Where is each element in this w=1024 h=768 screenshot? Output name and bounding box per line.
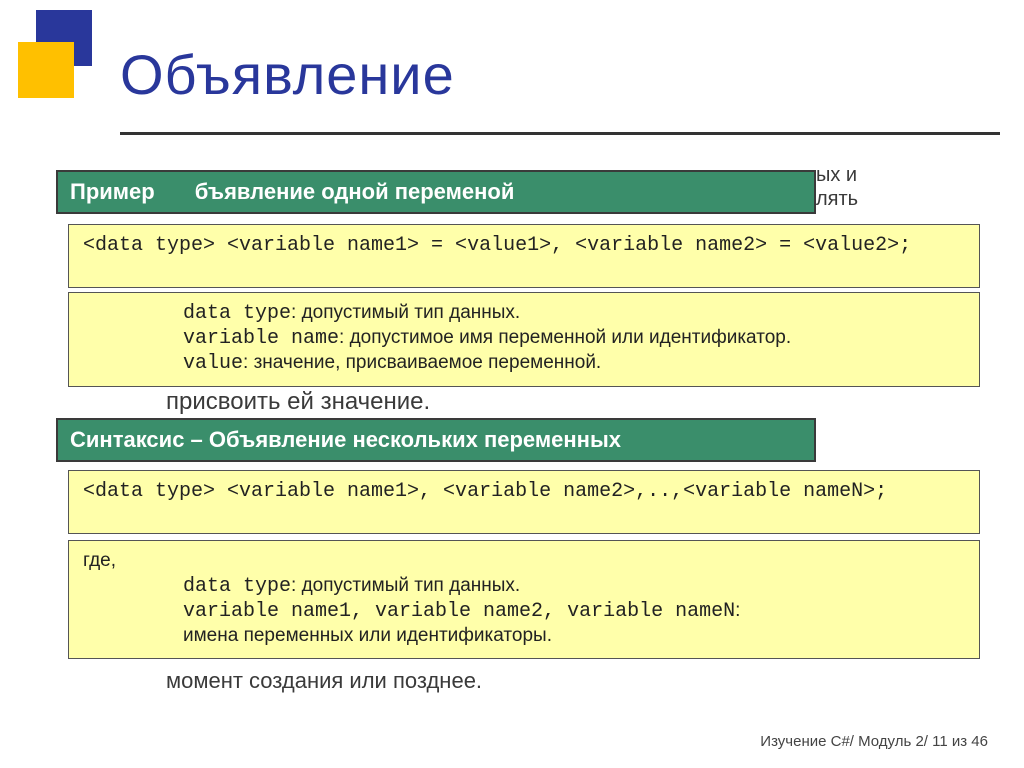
desc1-line3: value: значение, присваиваемое переменно… [83, 351, 965, 376]
desc1-l3-mono: value [183, 352, 243, 375]
slide: Объявление ых и лять Пример бъявление од… [0, 0, 1024, 768]
desc1-l2-rest: : допустимое имя переменной или идентифи… [339, 327, 791, 348]
code-box-2-text: <data type> <variable name1>, <variable … [83, 479, 965, 504]
bar1-mid: бъявление одной переменой [195, 179, 515, 205]
header-bar-example: Пример бъявление одной переменой [56, 170, 816, 214]
code-box-1: <data type> <variable name1> = <value1>,… [68, 224, 980, 288]
code-box-2: <data type> <variable name1>, <variable … [68, 470, 980, 534]
header-bar-syntax: Синтаксис – Объявление нескольких переме… [56, 418, 816, 462]
desc2-where: где, [83, 549, 965, 574]
desc1-line2: variable name: допустимое имя переменной… [83, 326, 965, 351]
ghost-mid1: присвоить ей значение. [166, 388, 430, 416]
decor-square-yellow [18, 42, 74, 98]
desc1-l2-mono: variable name [183, 327, 339, 350]
bar2-text: Синтаксис – Объявление нескольких переме… [70, 427, 621, 453]
desc1-line1: data type: допустимый тип данных. [83, 301, 965, 326]
desc2-line2: variable name1, variable name2, variable… [83, 599, 965, 624]
desc1-l3-rest: : значение, присваиваемое переменной. [243, 352, 601, 373]
desc1-l1-mono: data type [183, 302, 291, 325]
desc2-l1-mono: data type [183, 575, 291, 598]
desc-box-1: data type: допустимый тип данных. variab… [68, 292, 980, 387]
desc2-line1: data type: допустимый тип данных. [83, 574, 965, 599]
code-box-1-text: <data type> <variable name1> = <value1>,… [83, 233, 965, 258]
desc2-l2-rest: : [735, 600, 740, 621]
desc2-l1-rest: : допустимый тип данных. [291, 575, 520, 596]
desc2-l2-mono: variable name1, variable name2, variable… [183, 600, 735, 623]
ghost-tail2: ых и [816, 164, 857, 187]
desc1-l1-rest: : допустимый тип данных. [291, 302, 520, 323]
ghost-bottom: момент создания или позднее. [166, 668, 482, 694]
slide-title: Объявление [120, 42, 455, 107]
desc-box-2: где, data type: допустимый тип данных. v… [68, 540, 980, 659]
slide-footer: Изучение C#/ Модуль 2/ 11 из 46 [760, 733, 988, 750]
title-underline [120, 132, 1000, 135]
content-stage: ых и лять Пример бъявление одной перемен… [56, 170, 968, 670]
ghost-tail: лять [816, 188, 858, 211]
bar1-left: Пример [70, 179, 155, 205]
desc2-line3: имена переменных или идентификаторы. [83, 624, 965, 649]
